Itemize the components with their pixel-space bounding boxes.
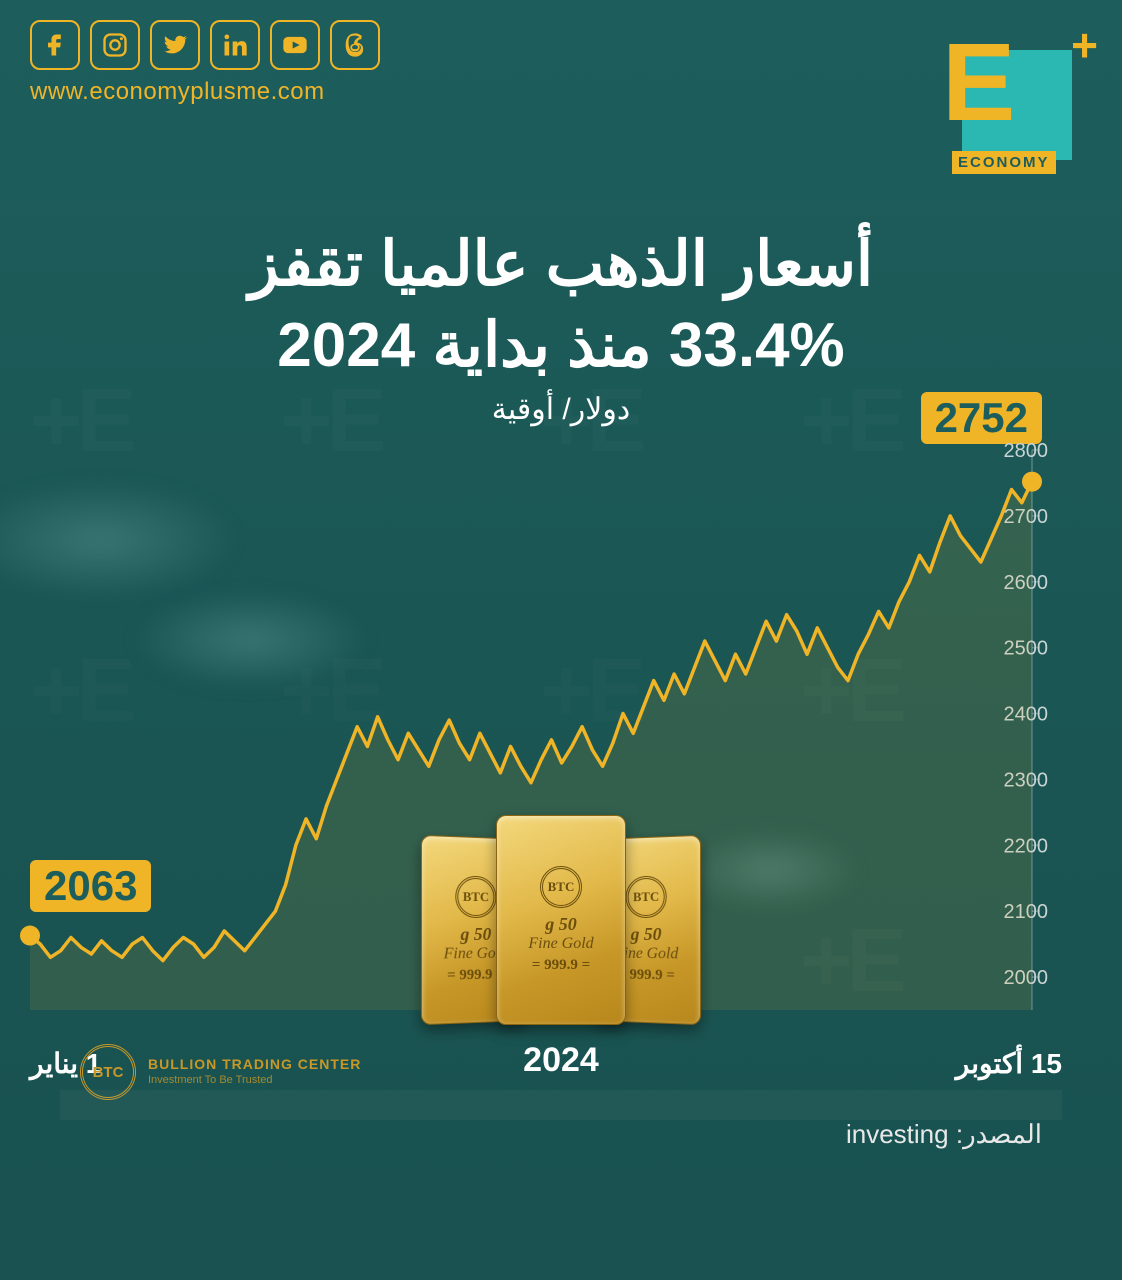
gold-bars-illustration: BTC 50 g Fine Gold = 999.9 = BTC 50 g Fi… bbox=[421, 805, 701, 1025]
sponsor-name: BULLION TRADING CENTER bbox=[148, 1056, 361, 1074]
website-url[interactable]: www.economyplusme.com bbox=[30, 78, 380, 106]
end-price-badge: 2752 bbox=[921, 392, 1042, 444]
logo-plus-icon: + bbox=[1071, 18, 1098, 72]
sponsor-tagline: Investment To Be Trusted bbox=[148, 1074, 361, 1088]
facebook-icon[interactable] bbox=[30, 20, 80, 70]
linkedin-icon[interactable] bbox=[210, 20, 260, 70]
instagram-icon[interactable] bbox=[90, 20, 140, 70]
headline-line1: أسعار الذهب عالميا تقفز bbox=[0, 225, 1122, 306]
headline-line2: 33.4% منذ بداية 2024 bbox=[0, 306, 1122, 387]
logo-letter: E bbox=[942, 42, 1007, 125]
threads-icon[interactable] bbox=[330, 20, 380, 70]
youtube-icon[interactable] bbox=[270, 20, 320, 70]
brand-logo: E + ECONOMY bbox=[942, 20, 1092, 190]
twitter-icon[interactable] bbox=[150, 20, 200, 70]
logo-word: ECONOMY bbox=[952, 151, 1056, 174]
gold-bar: BTC 50 g Fine Gold = 999.9 = bbox=[496, 815, 626, 1025]
source-bar-decoration bbox=[60, 1090, 1062, 1120]
social-icons-row bbox=[30, 20, 380, 70]
source-label: المصدر: investing bbox=[846, 1119, 1042, 1150]
svg-text:2800: 2800 bbox=[1004, 440, 1049, 462]
x-end-label: 15 أكتوبر bbox=[956, 1047, 1062, 1080]
